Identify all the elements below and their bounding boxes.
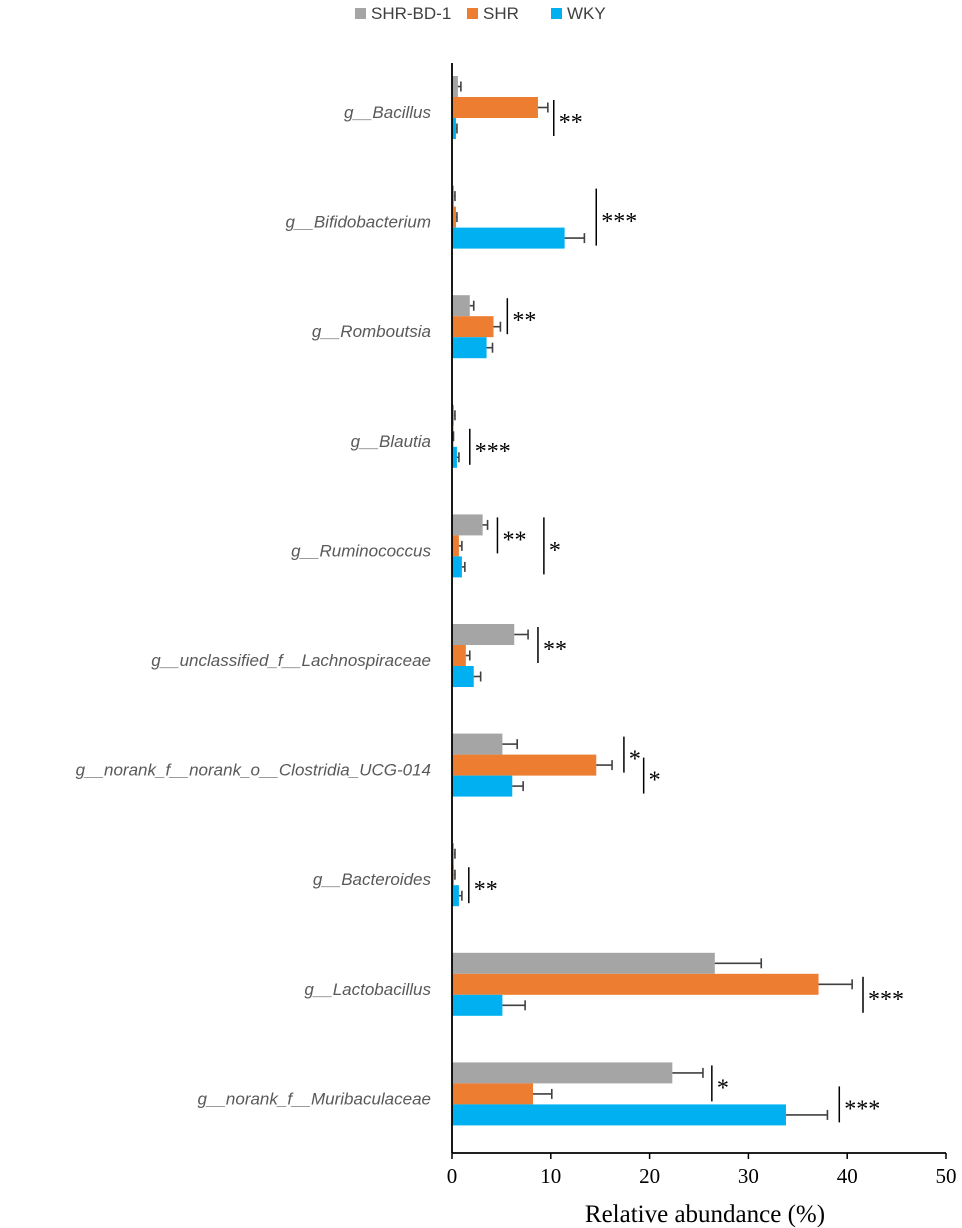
x-tick-label: 50 [936,1164,957,1188]
category-labels: g__Bacillus g__Bifidobacterium g__Rombouts… [76,103,432,1108]
bar-shr-bd-1 [452,76,458,97]
x-tick-label: 10 [540,1164,561,1188]
bar-wky [452,227,565,249]
x-tick-label: 30 [738,1164,759,1188]
significance-label: *** [601,209,637,235]
significance-label: *** [868,987,904,1013]
significance-label: ** [543,637,567,663]
category-label: g__norank_f__norank_o__Clostridia_UCG-01… [76,761,431,780]
bar-shr [452,864,454,886]
category-label: g__unclassified_f__Lachnospiraceae [151,651,431,670]
bar-shr-bd-1 [452,624,515,645]
significance-label: ** [502,527,526,553]
bar-shr [452,973,819,995]
category-label: g__norank_f__Muribaculaceae [198,1089,431,1108]
category-label: g__Bifidobacterium [285,213,431,232]
bar-wky [452,994,503,1016]
bar-shr-bd-1 [452,952,715,974]
category-label: g__Bacillus [344,103,431,122]
legend: SHR-BD-1 SHR WKY [355,4,606,23]
bar-shr-bd-1 [452,295,470,317]
legend-swatch-shr-bd-1 [355,8,366,19]
bar-wky [452,337,487,359]
x-tick-label: 20 [639,1164,660,1188]
bar-shr-bd-1 [452,733,503,755]
legend-label-shr-bd-1: SHR-BD-1 [371,4,451,23]
significance-label: * [629,747,641,773]
bar-shr [452,206,456,228]
category-label: g__Bacteroides [313,870,432,889]
legend-swatch-wky [551,8,562,19]
legend-swatch-shr [467,8,478,19]
error-bars [452,81,853,1120]
legend-label-wky: WKY [567,4,606,23]
bar-shr [452,754,597,776]
bar-wky [452,446,457,468]
bar-shr-bd-1 [452,514,483,536]
axes: 0 10 20 30 40 50 [447,63,957,1188]
significance-label: ** [559,110,583,136]
significance-label: *** [475,439,511,465]
bar-wky [452,1104,786,1126]
significance-markers: ************ ************** [468,100,904,1123]
bar-shr [452,97,538,118]
bar-shr-bd-1 [452,843,454,865]
category-label: g__Lactobacillus [304,980,431,999]
bar-wky [452,556,462,578]
bar-shr-bd-1 [452,1062,673,1084]
bar-shr [452,1083,534,1105]
x-tick-label: 0 [447,1164,458,1188]
bar-wky [452,666,474,687]
significance-label: ** [474,877,498,903]
significance-label: *** [844,1096,880,1122]
bar-shr-bd-1 [452,185,454,207]
x-tick-label: 40 [837,1164,858,1188]
bar-wky [452,885,459,907]
bar-shr [452,535,459,557]
category-label: g__Ruminococcus [291,541,431,560]
significance-label: * [649,768,661,794]
category-label: g__Romboutsia [312,322,431,341]
significance-label: * [549,538,561,564]
bar-wky [452,118,456,139]
bar-shr [452,316,494,338]
x-axis-title: Relative abundance (%) [585,1201,825,1228]
bar-shr [452,645,466,666]
category-label: g__Blautia [351,432,431,451]
bar-shr-bd-1 [452,404,454,426]
significance-label: * [717,1075,729,1101]
bar-wky [452,775,513,797]
legend-label-shr: SHR [483,4,519,23]
bars [452,76,819,1126]
significance-label: ** [512,308,536,334]
